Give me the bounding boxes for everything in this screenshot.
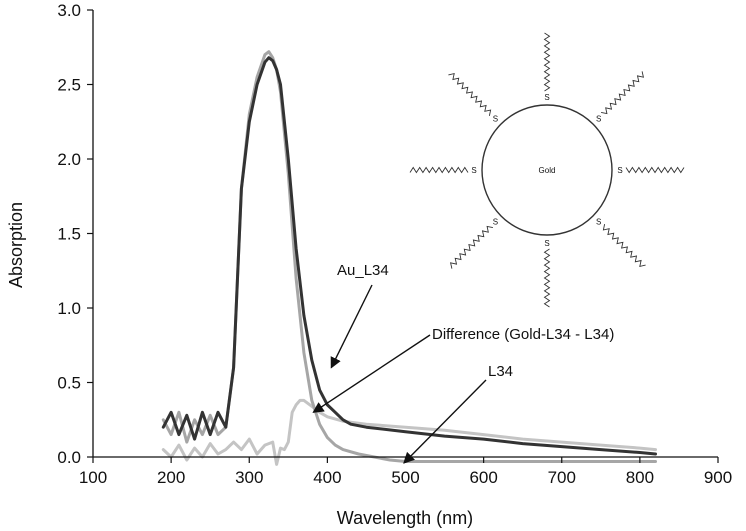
y-tick-label: 0.5	[57, 374, 81, 393]
y-axis-title: Absorption	[6, 202, 26, 288]
sulfur-atom-label: S	[596, 114, 601, 123]
x-tick-label: 600	[469, 468, 497, 487]
ticks: 100 200 300 400 500 600 700 800 900 0.0 0.5 1.0 1.5 2…	[57, 1, 732, 487]
ligand-chain	[543, 248, 551, 308]
x-tick-label: 100	[79, 468, 107, 487]
annotation-arrow	[312, 334, 431, 413]
x-tick-label: 200	[157, 468, 185, 487]
annotations: Au_L34 Difference (Gold-L34 - L34) L34	[312, 262, 614, 464]
y-tick-label: 1.0	[57, 299, 81, 318]
annotation-arrow	[403, 379, 487, 464]
gold-core-circle	[481, 104, 613, 236]
y-tick-label: 2.0	[57, 150, 81, 169]
ligand-chain	[409, 166, 469, 174]
sulfur-atom-label: S	[493, 114, 498, 123]
annotation-label: Au_L34	[337, 262, 389, 279]
x-axis-title: Wavelength (nm)	[337, 508, 473, 528]
annotation-label: L34	[488, 363, 513, 380]
nanoparticle-inset: Gold S S S S S S S S	[409, 32, 685, 308]
y-tick-label: 1.5	[57, 225, 81, 244]
ligand-chain	[625, 166, 685, 174]
x-tick-label: 700	[548, 468, 576, 487]
series-line-2	[161, 398, 657, 466]
ligand-chain	[601, 71, 644, 115]
ligand-chain	[543, 32, 551, 92]
sulfur-atom-label: S	[493, 218, 498, 227]
x-tick-label: 800	[626, 468, 654, 487]
series-line-0	[161, 56, 657, 456]
sulfur-atom-label: S	[596, 218, 601, 227]
y-tick-label: 3.0	[57, 1, 81, 20]
x-tick-label: 300	[235, 468, 263, 487]
x-tick-label: 900	[704, 468, 732, 487]
sulfur-atom-label: S	[471, 166, 476, 175]
x-tick-label: 400	[313, 468, 341, 487]
sulfur-atom-label: S	[544, 93, 549, 102]
annotation-label: Difference (Gold-L34 - L34)	[432, 326, 614, 343]
ligand-chain	[450, 225, 493, 269]
ligand-chain	[448, 73, 492, 116]
sulfur-atom-label: S	[617, 166, 622, 175]
ligand-chain	[602, 224, 646, 267]
annotation-arrow	[330, 284, 373, 369]
x-tick-label: 500	[391, 468, 419, 487]
series-layer	[161, 50, 657, 466]
sulfur-atom-label: S	[544, 239, 549, 248]
gold-core-label: Gold	[539, 166, 556, 175]
y-tick-label: 2.5	[57, 76, 81, 95]
y-tick-label: 0.0	[57, 448, 81, 467]
